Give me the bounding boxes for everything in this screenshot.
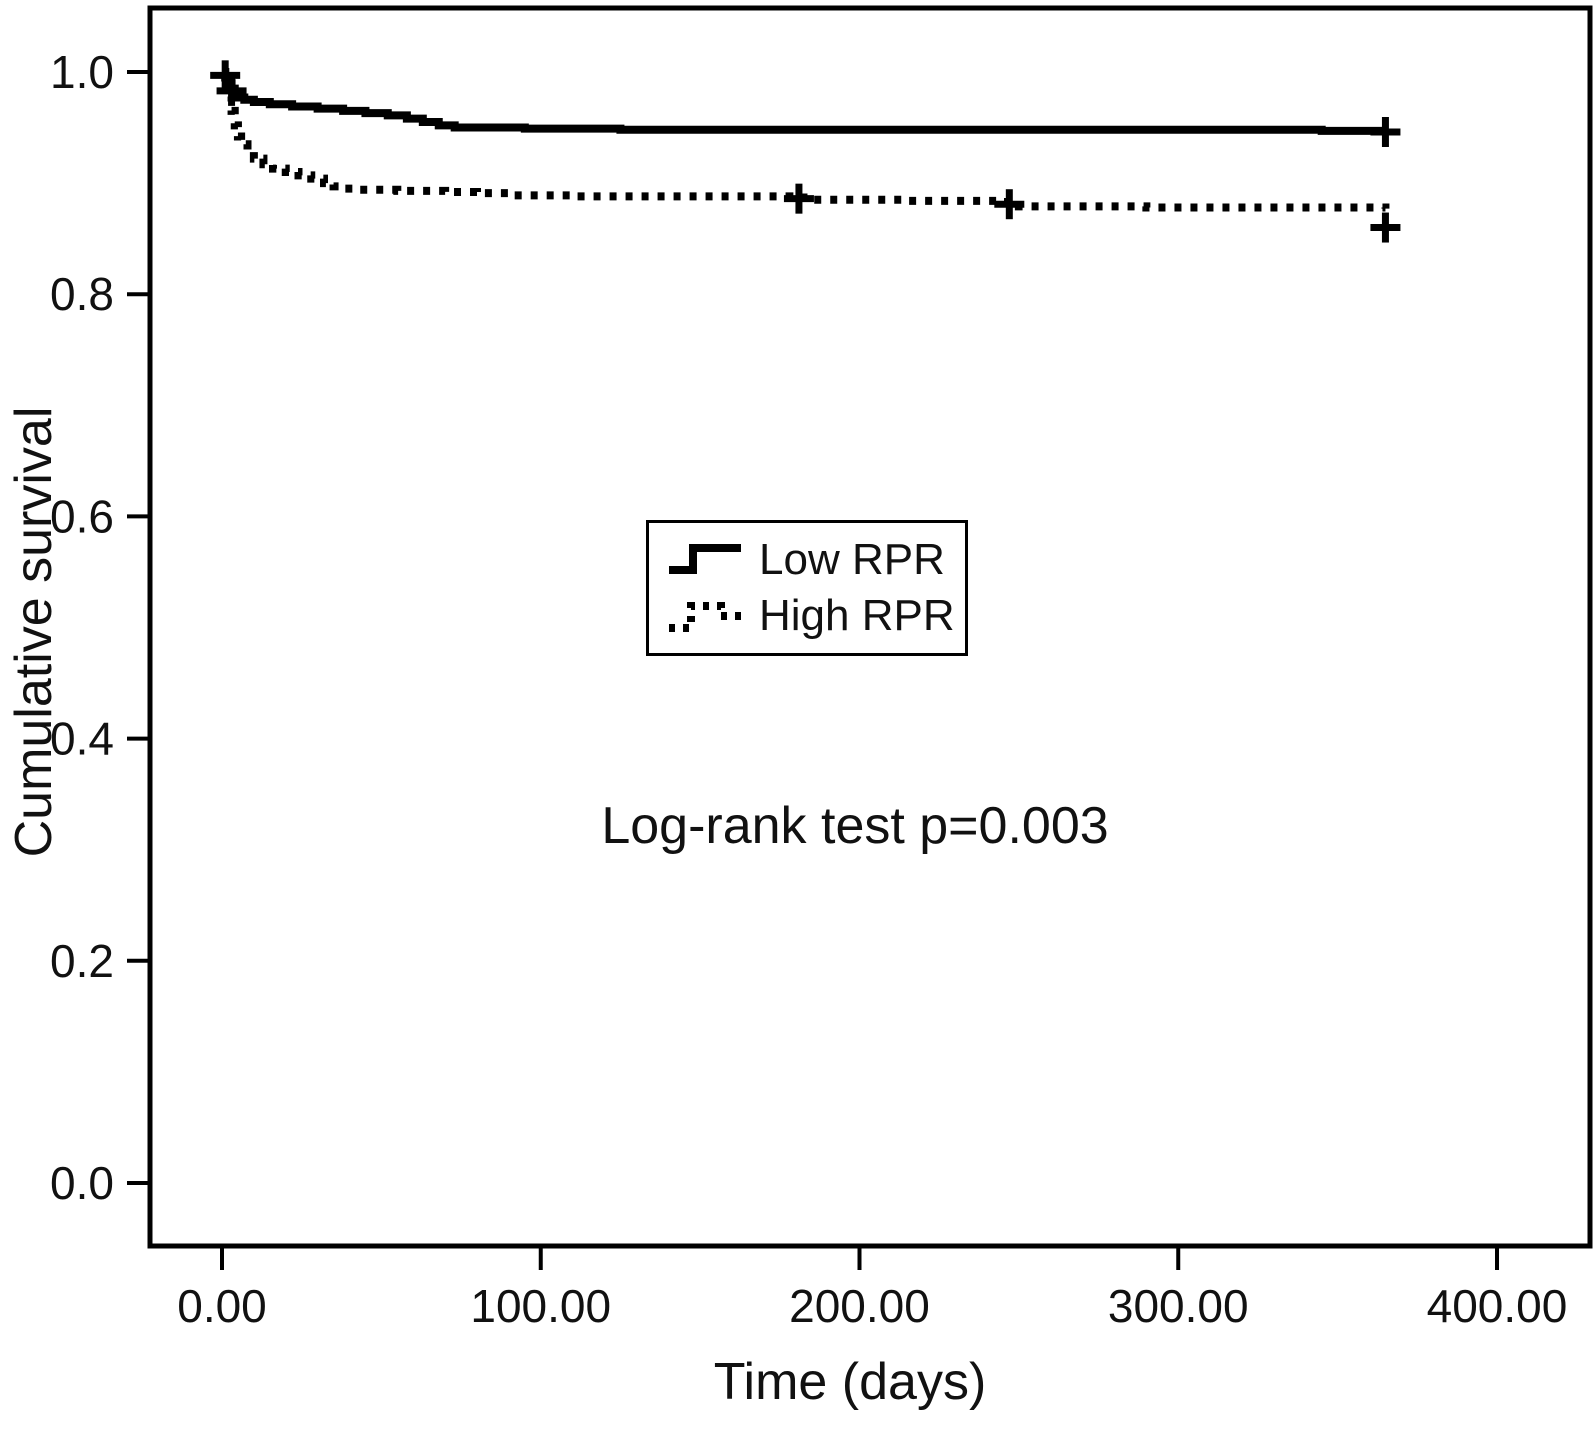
y-tick-label: 0.2 <box>50 935 114 987</box>
y-axis-label: Cumulative survival <box>5 406 63 858</box>
y-tick-label: 0.4 <box>50 713 114 765</box>
x-tick-label: 200.00 <box>789 1280 930 1332</box>
legend-label-high-rpr: High RPR <box>759 591 955 640</box>
legend-item-high-rpr: High RPR <box>665 591 965 641</box>
y-tick-label: 0.6 <box>50 490 114 542</box>
log-rank-annotation: Log-rank test p=0.003 <box>601 797 1109 855</box>
x-tick-label: 300.00 <box>1108 1280 1249 1332</box>
dotted-line-sample <box>669 602 741 632</box>
y-tick-label: 1.0 <box>50 46 114 98</box>
survival-curve <box>221 68 1386 135</box>
y-tick-label: 0.0 <box>50 1157 114 1209</box>
legend-label-low-rpr: Low RPR <box>759 535 945 584</box>
legend-item-low-rpr: Low RPR <box>665 535 965 585</box>
x-tick-label: 400.00 <box>1427 1280 1568 1332</box>
legend: Low RPR High RPR <box>646 520 968 656</box>
x-axis-label: Time (days) <box>713 1353 987 1411</box>
x-tick-label: 0.00 <box>177 1280 267 1332</box>
survival-curve <box>221 68 1390 212</box>
y-tick-label: 0.8 <box>50 268 114 320</box>
x-tick-label: 100.00 <box>470 1280 611 1332</box>
solid-line-sample <box>669 544 741 574</box>
